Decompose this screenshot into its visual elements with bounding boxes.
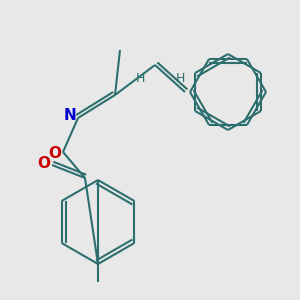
Text: H: H	[175, 71, 185, 85]
Text: O: O	[38, 155, 50, 170]
Text: O: O	[49, 146, 62, 161]
Text: N: N	[64, 109, 76, 124]
Text: H: H	[135, 73, 145, 85]
